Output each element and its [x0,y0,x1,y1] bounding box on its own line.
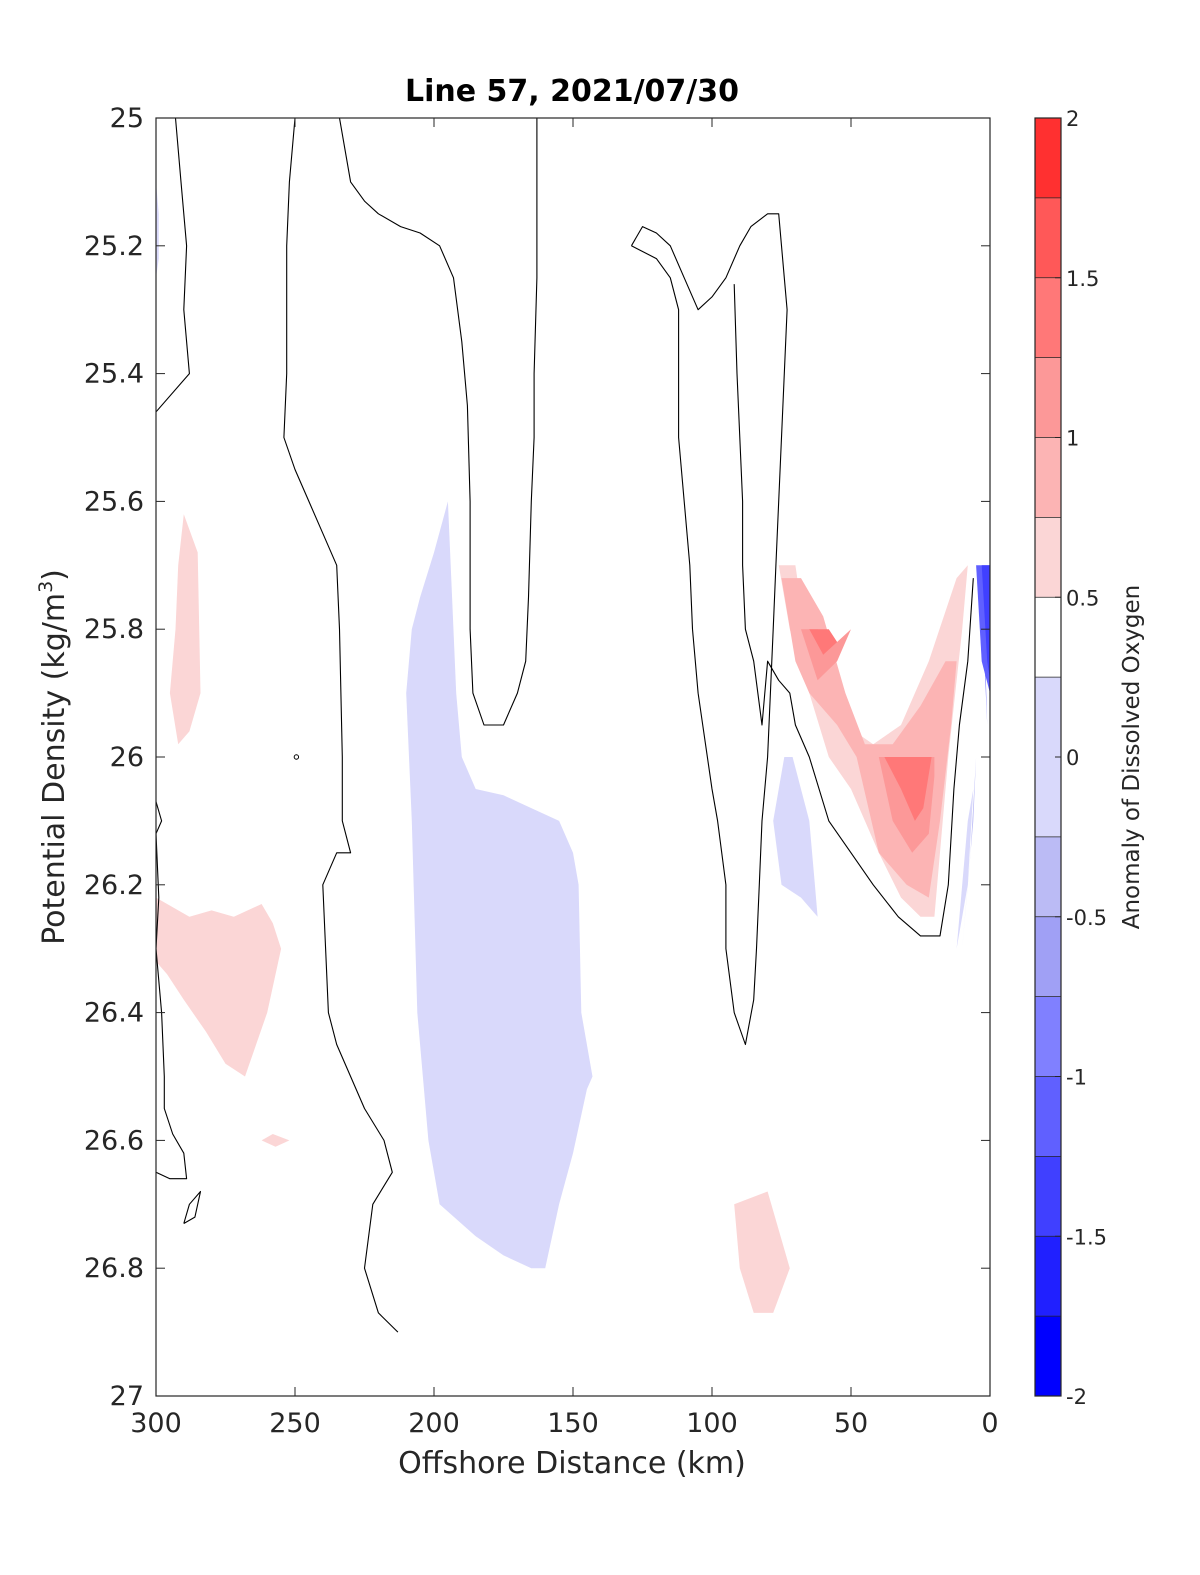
y-tick-label: 25.8 [84,614,144,645]
y-axis-label-superscript: 3 [35,581,57,593]
y-tick-label: 26.2 [84,870,144,901]
y-tick-label: 25.4 [84,359,144,390]
plot-area: 300 250 200 150 100 50 0 2525.225.425.625.8262… [84,103,999,1439]
y-tick-label: 26.4 [84,998,144,1029]
colorbar-tick-label: 2 [1066,107,1079,131]
colorbar-swatch [1035,597,1061,678]
colorbar-swatches [1035,117,1061,1397]
y-axis-label: Potential Density (kg/m3) [35,569,72,945]
y-tick-label: 26.6 [84,1125,144,1156]
y-tick-label: 27 [110,1381,144,1412]
contour-line-5 [630,213,788,1046]
colorbar-tick-label: -0.5 [1066,906,1107,930]
fill-region-10 [884,757,932,821]
fill-region-1 [773,757,818,917]
colorbar-swatch [1035,118,1061,198]
fill-region-4 [261,1134,290,1147]
y-axis-label-main: Potential Density (kg/m [37,593,72,945]
fill-region-16 [981,565,990,681]
x-tick-label: 50 [834,1408,868,1439]
colorbar-swatch [1035,1316,1061,1396]
contour-line-4 [338,118,538,726]
colorbar-swatch [1035,836,1061,917]
colorbar-tick-label: 1 [1066,427,1079,451]
y-tick-label: 26.8 [84,1253,144,1284]
colorbar-swatch [1035,1076,1061,1157]
x-axis-label: Offshore Distance (km) [398,1446,746,1481]
colorbar-swatch [1035,996,1061,1077]
y-tick-label: 25.2 [84,231,144,262]
colorbar-swatch [1035,277,1061,358]
colorbar-swatch [1035,357,1061,438]
colorbar-tick-label: 0.5 [1066,586,1099,610]
x-tick-label: 250 [269,1408,321,1439]
colorbar-swatch [1035,437,1061,518]
y-axis-ticks: 25 25.2 25.4 25.6 25.8 26 26.2 26.4 26.6 26.8 27 [84,103,990,1412]
y-axis-label-close: ) [37,569,72,581]
colorbar-tick-label: -2 [1066,1385,1087,1409]
fill-region-0 [406,501,593,1269]
y-tick-label: 25 [110,103,144,134]
y-tick-label: 25.6 [84,486,144,517]
fill-region-17 [156,181,159,278]
x-tick-label: 200 [408,1408,460,1439]
fill-region-11 [809,629,838,655]
x-tick-label: 100 [686,1408,738,1439]
colorbar-frame [1034,117,1062,1397]
x-tick-label: 0 [981,1408,998,1439]
contour-lines [156,118,974,1333]
x-axis-ticks: 300 250 200 150 100 50 0 [130,118,999,1439]
contour-line-point [293,754,300,760]
colorbar-swatch [1035,1236,1061,1317]
colorbar-label: Anomaly of Dissolved Oxygen [1119,585,1145,930]
colorbar-swatch [1035,1156,1061,1237]
colorbar-swatch [1035,916,1061,997]
contour-line-1 [156,801,188,1180]
colorbar-tick-label: -1.5 [1066,1225,1107,1249]
contour-line-3 [283,118,399,1333]
chart-title: Line 57, 2021/07/30 [405,74,739,109]
contour-line-2 [183,1190,202,1224]
fill-regions [156,181,990,1313]
fill-region-5 [734,1191,790,1313]
colorbar-ticks: 2 1.5 1 0.5 0 -0.5 -1 -1.5 -2 [1055,107,1107,1409]
contour-line-0 [156,118,190,413]
colorbar: 2 1.5 1 0.5 0 -0.5 -1 -1.5 -2 [1034,107,1107,1409]
plot-frame [155,117,991,1397]
x-tick-label: 150 [547,1408,599,1439]
colorbar-tick-label: 1.5 [1066,267,1099,291]
contour-line-6 [733,284,974,937]
fill-region-3 [156,897,282,1077]
colorbar-tick-label: 0 [1066,746,1079,770]
colorbar-tick-label: -1 [1066,1066,1087,1090]
x-tick-label: 300 [130,1408,182,1439]
fill-region-8 [801,629,851,681]
fill-region-2 [169,514,201,745]
fill-region-12 [956,789,974,949]
y-tick-label: 26 [110,742,144,773]
colorbar-swatch [1035,517,1061,598]
colorbar-swatch [1035,197,1061,278]
